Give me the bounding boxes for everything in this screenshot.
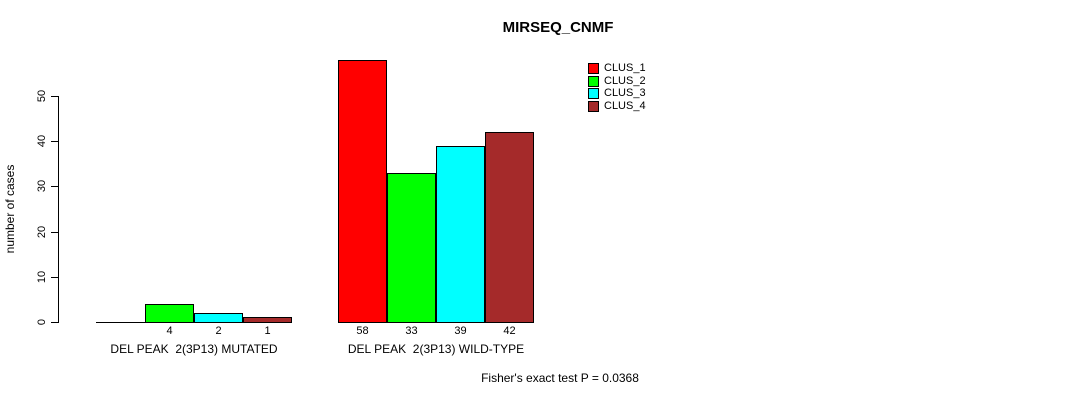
bar-value-label: 1	[264, 325, 271, 337]
legend-label: CLUS_1	[604, 62, 646, 74]
bar-value-label: 58	[356, 325, 369, 337]
bar-value-label: 2	[215, 325, 222, 337]
y-axis-label: number of cases	[3, 164, 17, 254]
stat-annotation: Fisher's exact test P = 0.0368	[481, 371, 639, 385]
y-axis-tick-label: 30	[36, 180, 48, 193]
y-axis-tick-label: 10	[36, 270, 48, 283]
y-axis-tick	[51, 276, 58, 278]
y-axis-tick	[51, 186, 58, 188]
bar-value-label: 33	[405, 325, 418, 337]
bar-clus_3-group2	[436, 146, 485, 323]
legend-label: CLUS_2	[604, 74, 646, 87]
y-axis-tick-label: 50	[36, 89, 48, 103]
y-axis-tick	[51, 231, 58, 233]
group-label: DEL PEAK 2(3P13) WILD-TYPE	[347, 342, 525, 356]
bar-clus_2-group2	[387, 173, 436, 323]
bar-clus_3-group1	[194, 313, 243, 323]
bar-value-label: 4	[166, 325, 173, 337]
legend-swatch-clus_3	[588, 88, 599, 100]
legend-swatch-clus_4	[588, 101, 599, 113]
y-axis-tick-label: 20	[36, 225, 48, 238]
y-axis-line	[58, 96, 59, 323]
bar-clus_4-group2	[485, 132, 534, 323]
legend-label: CLUS_3	[604, 87, 646, 100]
bar-clus_4-group1	[243, 317, 292, 323]
bar-value-label: 42	[503, 325, 516, 337]
legend-swatch-clus_2	[588, 75, 599, 87]
group-label: DEL PEAK 2(3P13) MUTATED	[110, 342, 278, 356]
bar-clus_1-group2	[338, 60, 387, 323]
bar-value-label: 39	[454, 325, 467, 337]
y-axis-tick-label: 0	[36, 318, 48, 326]
y-axis-tick	[51, 141, 58, 143]
legend-label: CLUS_4	[604, 100, 646, 113]
y-axis-tick	[51, 96, 58, 97]
y-axis-tick	[51, 322, 58, 323]
y-axis-tick-label: 40	[36, 135, 48, 148]
chart-title: MIRSEQ_CNMF	[502, 19, 614, 36]
bar-clus_2-group1	[145, 304, 194, 323]
legend-swatch-clus_1	[588, 63, 599, 74]
bar-clus_1-group1	[96, 322, 145, 323]
